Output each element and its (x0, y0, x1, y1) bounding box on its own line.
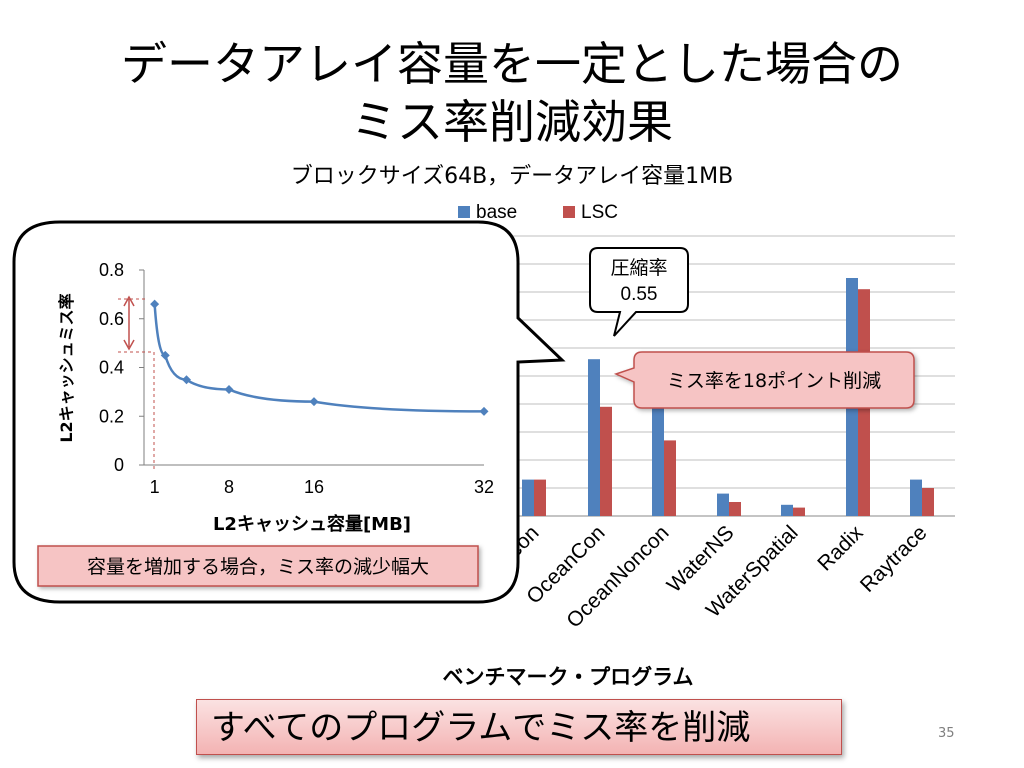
reduction-callout: ミス率を18ポイント削減 (613, 351, 915, 409)
bar-lsc-waterns (729, 502, 741, 516)
inset-x-tick-label: 16 (304, 477, 324, 497)
inset-y-tick-label: 0 (114, 455, 124, 475)
inset-point (309, 397, 319, 407)
bar-base-oceancon (588, 359, 600, 516)
bar-lsc-oceannoncon (664, 440, 676, 516)
legend-swatch-base (458, 206, 470, 218)
inset-point (182, 375, 191, 385)
inset-y-tick-label: 0.6 (99, 309, 124, 329)
main-bars (522, 278, 934, 516)
inset-y-tick-label: 0.8 (99, 260, 124, 280)
legend-swatch-lsc (563, 206, 575, 218)
inset-x-tick-label: 8 (224, 477, 234, 497)
legend-label-lsc: LSC (581, 202, 618, 223)
inset-line-chart: 0 0.2 0.4 0.6 0.8 1 8 16 32 L2キャッシュミス率 L2キャッシュ容… (57, 260, 494, 535)
category-label: Raytrace (856, 521, 932, 597)
inset-x-axis-title: L2キャッシュ容量[MB] (213, 513, 411, 535)
inset-x-tick-labels: 1 8 16 32 (150, 477, 494, 497)
inset-point (479, 406, 489, 416)
bar-base-raytrace (910, 479, 922, 516)
inset-series (150, 299, 489, 416)
bar-lsc-oceancon (600, 406, 612, 516)
inset-x-tick-label: 32 (474, 477, 494, 497)
chart-subtitle: ブロックサイズ64B，データアレイ容量1MB (290, 164, 734, 189)
bar-base-oceannoncon (652, 390, 664, 516)
inset-note-box: 容量を増加する場合，ミス率の減少幅大 (37, 545, 479, 587)
inset-x-tick-label: 1 (150, 477, 160, 497)
inset-annotations (118, 295, 155, 470)
bottom-message: すべてのプログラムでミス率を削減 (211, 708, 751, 748)
slide-title-line1: データアレイ容量を一定とした場合の (121, 37, 903, 91)
category-label: Radix (813, 521, 868, 576)
bar-lsc-waterspatial (793, 507, 805, 516)
slide-number: 35 (938, 726, 955, 741)
bar-base-lunoncon (522, 479, 534, 516)
bar-base-waterspatial (781, 504, 793, 516)
compression-value: 0.55 (621, 284, 658, 305)
bar-lsc-raytrace (922, 488, 934, 516)
inset-bubble (12, 220, 566, 604)
inset-y-tick-label: 0.4 (99, 358, 124, 378)
inset-note: 容量を増加する場合，ミス率の減少幅大 (87, 556, 429, 578)
inset-y-axis-title: L2キャッシュミス率 (57, 293, 76, 442)
legend: base LSC (458, 202, 618, 223)
delta-arrowhead-down (123, 339, 135, 351)
delta-arrowhead-up (123, 295, 135, 307)
legend-label-base: base (476, 202, 517, 223)
inset-y-tick-labels: 0 0.2 0.4 0.6 0.8 (99, 260, 144, 475)
main-x-axis-title: ベンチマーク・プログラム (443, 665, 694, 689)
inset-point (160, 350, 170, 360)
bottom-message-box: すべてのプログラムでミス率を削減 (196, 699, 842, 755)
compression-callout: 圧縮率 0.55 (589, 247, 689, 337)
compression-label: 圧縮率 (610, 257, 667, 279)
inset-point (224, 384, 234, 394)
inset-point (150, 299, 160, 309)
reduction-note: ミス率を18ポイント削減 (667, 370, 881, 392)
inset-y-tick-label: 0.2 (99, 406, 124, 426)
bar-lsc-lunoncon (534, 479, 546, 516)
slide-title-line2: ミス率削減効果 (351, 95, 673, 149)
bar-base-waterns (717, 493, 729, 516)
